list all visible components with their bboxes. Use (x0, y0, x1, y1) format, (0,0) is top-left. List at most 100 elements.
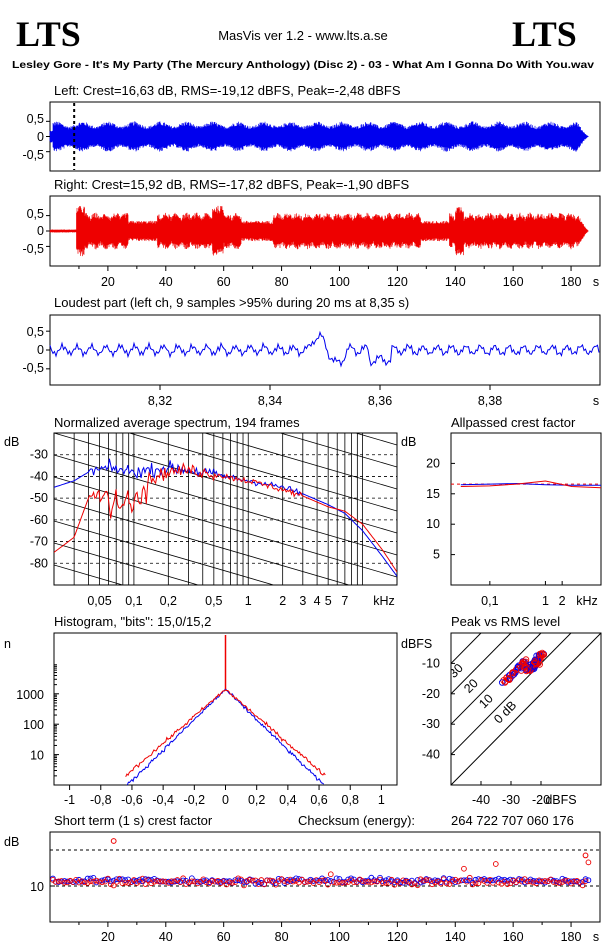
short-term-left-point (490, 877, 496, 884)
short-term-left-point (203, 877, 210, 884)
allpassed-xunit: kHz (576, 594, 598, 608)
short-term-right-point (200, 876, 207, 883)
short-term-right-point (107, 881, 114, 888)
short-term-right-point (209, 878, 215, 884)
short-term-right-point (487, 876, 493, 883)
short-term-left-point (582, 876, 589, 883)
pvr-point (504, 675, 512, 683)
right-ytick-1: 0 (37, 224, 44, 238)
short-term-right-point (307, 878, 314, 885)
short-term-right-point (252, 877, 259, 884)
short-term-right-point (576, 879, 583, 886)
short-term-left-point (180, 877, 187, 884)
spectrum-ytick-label: -50 (30, 491, 48, 505)
allpassed-xtick-label: 1 (542, 594, 549, 608)
spectrum-diagonal (54, 476, 397, 578)
short-term-right-point (183, 881, 189, 887)
short-term-left-point (252, 881, 259, 887)
xtick-label: 120 (387, 930, 408, 944)
short-term-left-point (133, 878, 140, 884)
histogram-xtick-label: -0,6 (121, 793, 143, 807)
short-term-left-point (518, 876, 525, 883)
peak-vs-rms-title: Peak vs RMS level (451, 614, 560, 629)
pvr-point (531, 656, 539, 664)
spectrum-ytick-label: -30 (30, 448, 48, 462)
pvr-point (517, 667, 525, 674)
spectrum-yaxis: -30 -40 -50 -60 -70 -80 (30, 448, 48, 571)
short-term-left-point (188, 875, 195, 882)
short-term-left-point (348, 875, 354, 882)
short-term-right-point (52, 879, 59, 885)
short-term-left-point (136, 876, 143, 883)
short-term-right-point (90, 878, 97, 885)
short-term-crest-title: Short term (1 s) crest factor (54, 813, 213, 828)
xtick-label: 60 (217, 275, 231, 289)
app-title: MasVis ver 1.2 - www.lts.a.se (218, 28, 388, 43)
short-term-left-point (296, 876, 302, 882)
short-term-left-point (87, 875, 94, 882)
short-term-left-point (533, 878, 540, 884)
short-term-right-point (76, 879, 82, 886)
histogram-xtick-label: 0,2 (248, 793, 265, 807)
short-term-right-point (342, 879, 349, 886)
short-term-right-point (345, 879, 352, 885)
allpassed-ytick-label: 20 (426, 456, 440, 470)
xtick-label: 40 (159, 275, 173, 289)
short-term-crest-frame (49, 831, 601, 923)
allpassed-crest-plot (450, 432, 602, 586)
histogram-xaxis: -1 -0,8 -0,6 -0,4 -0,2 0 0,2 0,4 0,6 0,8 1 (64, 785, 385, 807)
short-term-right-point (267, 877, 273, 884)
histogram-xtick-label: 1 (378, 793, 385, 807)
short-term-right-point (382, 879, 389, 886)
short-term-left-point (307, 876, 314, 883)
histogram-right-trace (125, 689, 326, 778)
short-term-left-point (542, 879, 548, 886)
pvr-ytick-label: -30 (422, 717, 440, 731)
short-term-right-point (510, 877, 517, 884)
pvr-crest-line (451, 633, 572, 756)
short-term-right-point (194, 880, 201, 887)
histogram-xtick-label: 0 (222, 793, 229, 807)
peak-vs-rms-xaxis: -40 -30 -20 (472, 781, 550, 807)
short-term-left-point (310, 878, 317, 884)
xtick-label: 100 (329, 275, 350, 289)
xtick-label: 100 (329, 930, 350, 944)
short-term-crest-yunit: dB (4, 835, 19, 849)
short-term-right-point (426, 877, 433, 884)
spectrum-xunit: kHz (373, 594, 395, 608)
short-term-right-point (212, 878, 218, 885)
allpassed-crest-yaxis: 20 15 10 5 (426, 456, 455, 562)
spectrum-diagonal (203, 433, 397, 490)
xtick-label: 140 (445, 930, 466, 944)
allpassed-crest-frame (450, 432, 602, 586)
spectrum-ytick-label: -60 (30, 513, 48, 527)
loudest-part-trace (49, 330, 600, 368)
spectrum-xtick-label: 3 (299, 594, 306, 608)
short-term-right-point (136, 878, 143, 885)
loud-ytick-1: 0 (37, 343, 44, 357)
left-ytick-0: 0,5 (27, 112, 44, 126)
short-term-right-point (333, 879, 340, 886)
short-term-right-point (582, 878, 589, 884)
spectrum-ytick-label: -70 (30, 535, 48, 549)
short-term-right-point (191, 878, 198, 885)
histogram-xtick-label: -0,4 (152, 793, 174, 807)
xtick-label: 180 (561, 275, 582, 289)
short-term-right-point (545, 878, 551, 885)
histogram-ytick-label: 1000 (16, 688, 44, 702)
short-term-right-point (142, 881, 149, 888)
xtick-label: 180 (561, 930, 582, 944)
short-term-right-point (490, 879, 496, 886)
short-term-right-point (316, 879, 323, 886)
loud-xtick-label: 8,32 (148, 394, 172, 408)
short-term-left-point (501, 876, 508, 883)
short-term-left-point (521, 879, 528, 886)
spectrum-xtick-label: 4 (314, 594, 321, 608)
short-term-left-point (495, 875, 502, 882)
short-term-left-point (281, 880, 288, 886)
pvr-point (498, 679, 506, 686)
short-term-right-point (516, 877, 522, 884)
short-term-right-point (403, 878, 409, 885)
right-ytick-0: 0,5 (27, 207, 44, 221)
